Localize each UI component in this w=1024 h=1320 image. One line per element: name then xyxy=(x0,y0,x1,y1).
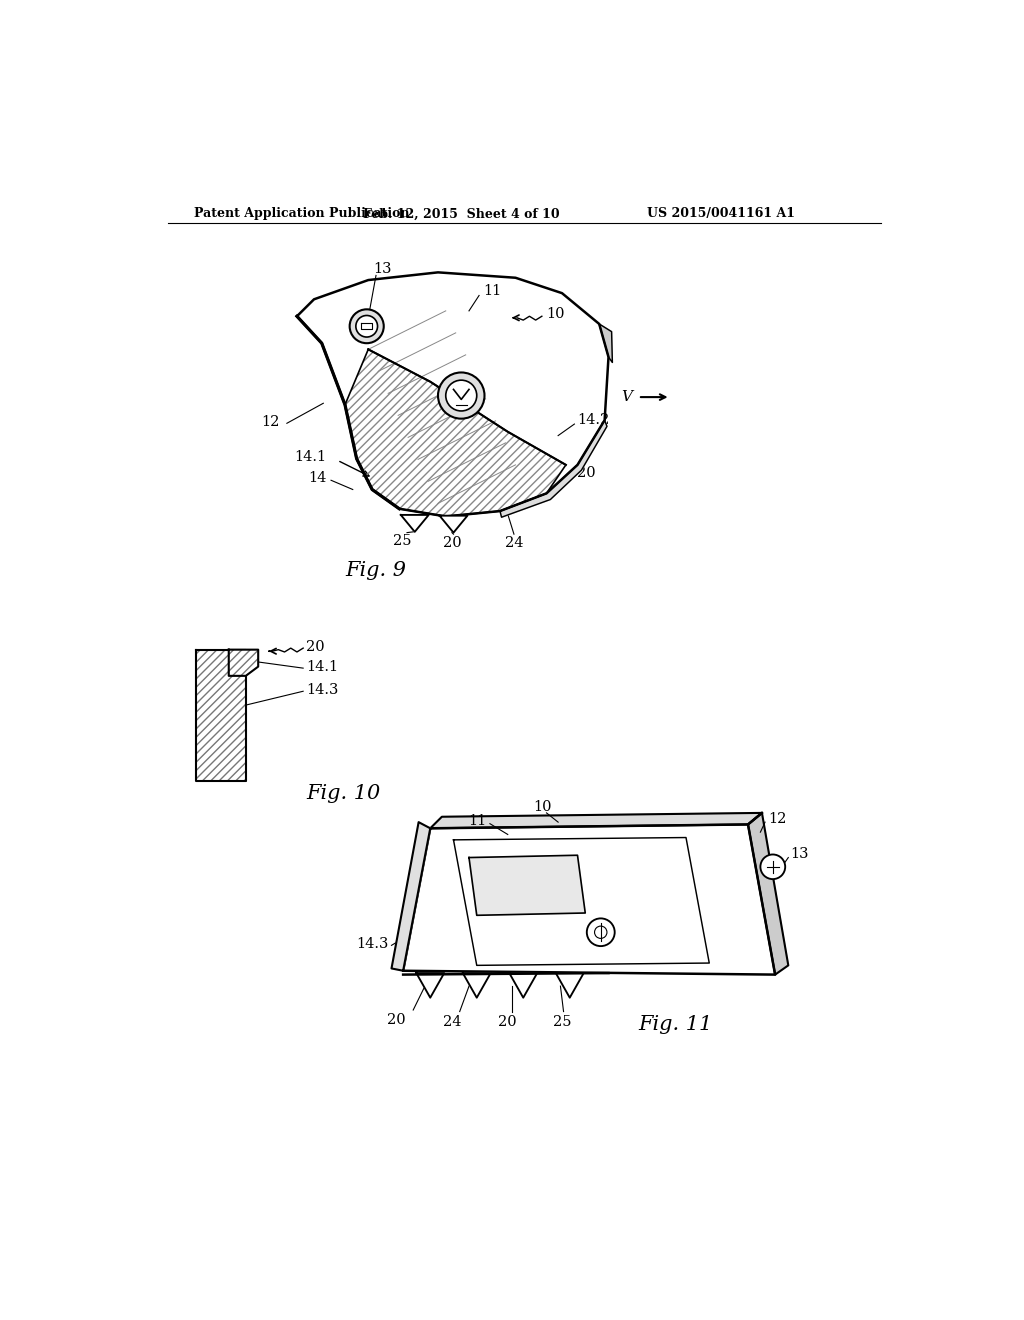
Text: 20: 20 xyxy=(499,1015,517,1028)
Text: 10: 10 xyxy=(547,308,565,321)
Text: 13: 13 xyxy=(373,263,391,276)
Text: Fig. 9: Fig. 9 xyxy=(345,561,407,579)
Circle shape xyxy=(761,854,785,879)
Text: 10: 10 xyxy=(534,800,552,813)
Circle shape xyxy=(587,919,614,946)
Text: 12: 12 xyxy=(768,812,786,826)
Circle shape xyxy=(356,315,378,337)
Text: V: V xyxy=(621,391,632,404)
Text: 20: 20 xyxy=(442,536,461,549)
Polygon shape xyxy=(500,420,607,517)
Polygon shape xyxy=(509,973,538,998)
Text: US 2015/0041161 A1: US 2015/0041161 A1 xyxy=(647,207,796,220)
Polygon shape xyxy=(345,350,566,516)
Text: 25: 25 xyxy=(393,535,412,548)
Polygon shape xyxy=(469,855,586,915)
Polygon shape xyxy=(556,973,584,998)
Polygon shape xyxy=(400,515,429,532)
Circle shape xyxy=(438,372,484,418)
Text: 13: 13 xyxy=(791,847,809,862)
Text: Fig. 11: Fig. 11 xyxy=(638,1015,713,1034)
Polygon shape xyxy=(439,516,467,533)
Text: 14.3: 14.3 xyxy=(356,937,388,950)
Polygon shape xyxy=(197,649,246,780)
Circle shape xyxy=(349,309,384,343)
Polygon shape xyxy=(748,813,788,974)
Text: 12: 12 xyxy=(261,414,280,429)
Polygon shape xyxy=(403,825,775,974)
Polygon shape xyxy=(228,649,258,676)
Polygon shape xyxy=(430,813,762,829)
Polygon shape xyxy=(463,973,490,998)
Text: 25: 25 xyxy=(553,1015,571,1028)
Text: 11: 11 xyxy=(468,813,486,828)
Polygon shape xyxy=(297,272,608,516)
Text: 20: 20 xyxy=(578,466,596,479)
Text: 20: 20 xyxy=(306,640,325,653)
Text: Fig. 10: Fig. 10 xyxy=(306,784,381,803)
Polygon shape xyxy=(417,973,444,998)
Text: 14.3: 14.3 xyxy=(306,682,339,697)
Text: 14.2: 14.2 xyxy=(578,413,609,428)
Text: 14.1: 14.1 xyxy=(306,660,338,673)
Text: 14: 14 xyxy=(308,471,327,484)
Circle shape xyxy=(445,380,477,411)
Polygon shape xyxy=(391,822,430,970)
Text: 24: 24 xyxy=(505,536,523,549)
Polygon shape xyxy=(599,323,612,363)
Text: 14.1: 14.1 xyxy=(294,450,327,465)
Text: Feb. 12, 2015  Sheet 4 of 10: Feb. 12, 2015 Sheet 4 of 10 xyxy=(362,207,559,220)
Text: 20: 20 xyxy=(387,1014,406,1027)
Text: Patent Application Publication: Patent Application Publication xyxy=(194,207,410,220)
Text: 11: 11 xyxy=(483,284,501,298)
Text: 24: 24 xyxy=(442,1015,461,1028)
